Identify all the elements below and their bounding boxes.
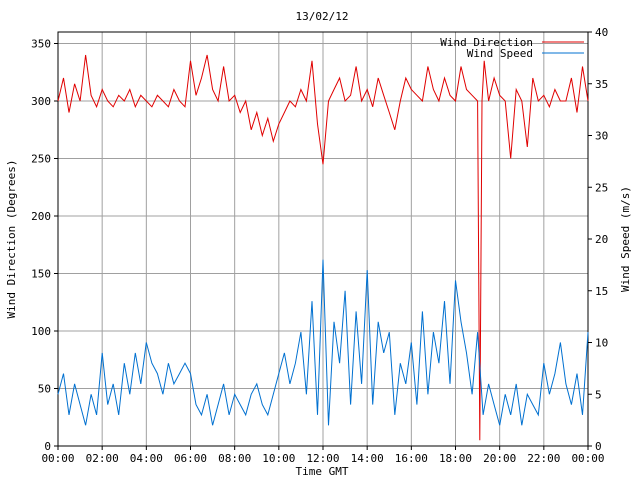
right-tick-label-1: 5 [595,388,602,401]
x-tick-label-7: 14:00 [351,452,384,465]
legend-label-wind-speed: Wind Speed [467,47,533,60]
left-tick-label-2: 100 [31,325,51,338]
right-tick-label-6: 30 [595,130,608,143]
x-tick-label-8: 16:00 [395,452,428,465]
x-tick-label-10: 20:00 [483,452,516,465]
x-axis-label: Time GMT [296,465,349,478]
x-tick-label-4: 08:00 [218,452,251,465]
x-tick-label-6: 12:00 [306,452,339,465]
left-tick-label-7: 350 [31,38,51,51]
x-tick-label-5: 10:00 [262,452,295,465]
x-tick-label-0: 00:00 [41,452,74,465]
legend: Wind Direction Wind Speed [440,36,584,60]
legend-label-wind-direction: Wind Direction [440,36,533,49]
right-axis-label: Wind Speed (m/s) [619,186,632,292]
left-tick-label-0: 0 [44,440,51,453]
series-lines [57,54,589,441]
left-axis-ticks: 0 50 100 150 200 250 300 350 [31,38,58,453]
right-tick-label-4: 20 [595,233,608,246]
chart-title: 13/02/12 [296,10,349,23]
left-tick-label-6: 300 [31,95,51,108]
left-tick-label-3: 150 [31,268,51,281]
x-tick-label-11: 22:00 [527,452,560,465]
x-tick-label-3: 06:00 [174,452,207,465]
left-axis-label: Wind Direction (Degrees) [5,160,18,319]
left-tick-label-4: 200 [31,210,51,223]
x-tick-label-9: 18:00 [439,452,472,465]
right-tick-label-2: 10 [595,337,608,350]
x-tick-label-1: 02:00 [86,452,119,465]
right-tick-label-7: 35 [595,78,608,91]
x-axis-ticks: 00:00 02:00 04:00 06:00 08:00 10:00 12:00 14:00… [41,446,605,465]
right-tick-label-5: 25 [595,181,608,194]
left-tick-label-1: 50 [38,383,51,396]
x-tick-label-12: 00:00 [571,452,604,465]
left-tick-label-5: 250 [31,153,51,166]
right-tick-label-0: 0 [595,440,602,453]
x-tick-label-2: 04:00 [130,452,163,465]
right-tick-label-3: 15 [595,285,608,298]
series-line-wind-speed [57,259,589,426]
grid-lines [58,32,588,446]
right-tick-label-8: 40 [595,26,608,39]
series-line-wind-direction [57,54,589,441]
right-axis-ticks: 0 5 10 15 20 25 30 35 40 [588,26,608,453]
